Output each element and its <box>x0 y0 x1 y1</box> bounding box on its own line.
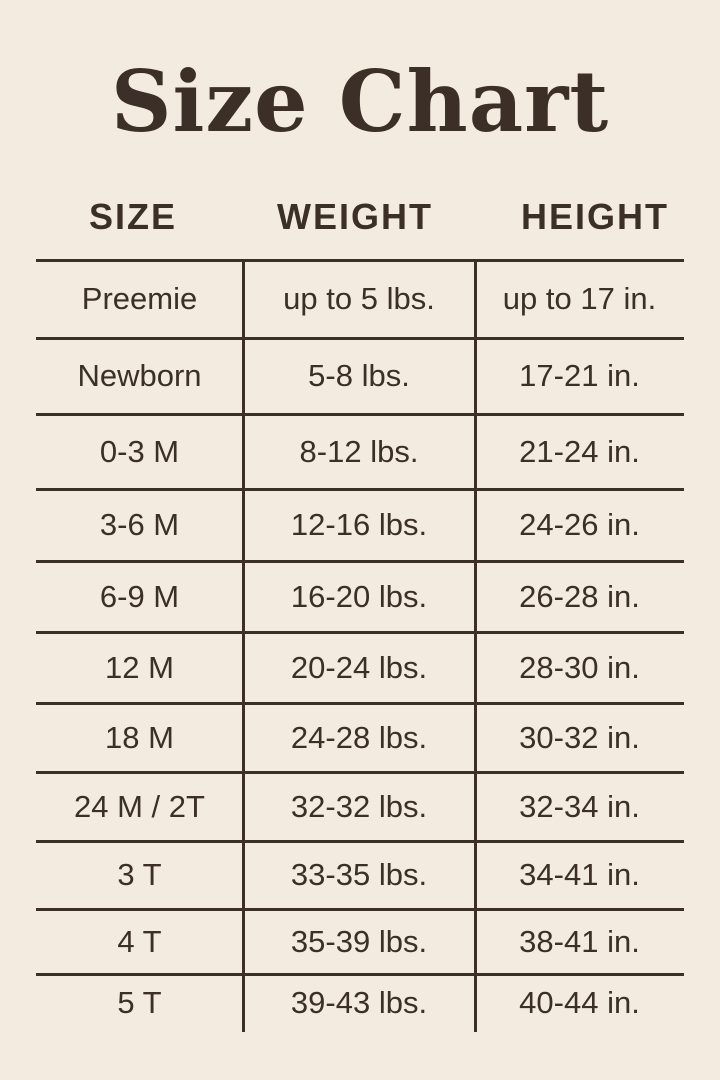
column-header-weight: WEIGHT <box>277 196 433 237</box>
cell-size: 5 T <box>117 985 162 1020</box>
page-title: Size Chart <box>110 52 610 151</box>
row-divider <box>36 413 684 416</box>
row-divider <box>36 488 684 491</box>
cell-height: 40-44 in. <box>519 985 640 1020</box>
cell-size: 24 M / 2T <box>74 788 205 824</box>
row-divider <box>36 973 684 976</box>
row-divider <box>36 259 684 262</box>
cell-weight: 33-35 lbs. <box>290 857 428 892</box>
cell-height: 38-41 in. <box>519 923 640 959</box>
cell-weight: 39-43 lbs. <box>290 985 428 1020</box>
row-divider <box>36 840 684 843</box>
cell-height: 30-32 in. <box>519 719 640 755</box>
row-divider <box>36 560 684 563</box>
cell-size: 4 T <box>117 923 162 959</box>
cell-height: 28-30 in. <box>519 649 640 685</box>
cell-height: 24-26 in. <box>519 507 640 542</box>
cell-size: 18 M <box>105 719 174 755</box>
cell-weight: 24-28 lbs. <box>290 719 428 755</box>
column-divider <box>474 260 477 1032</box>
cell-size: Newborn <box>77 358 202 393</box>
cell-height: 21-24 in. <box>519 433 640 469</box>
cell-height: 32-34 in. <box>519 788 640 824</box>
column-header-size: SIZE <box>88 196 177 237</box>
cell-height: up to 17 in. <box>502 281 657 316</box>
row-divider <box>36 337 684 340</box>
cell-size: Preemie <box>81 281 198 316</box>
row-divider <box>36 702 684 705</box>
cell-weight: 32-32 lbs. <box>290 788 428 824</box>
cell-size: 3-6 M <box>99 507 180 542</box>
cell-weight: up to 5 lbs. <box>283 281 435 316</box>
column-header-height: HEIGHT <box>520 196 669 237</box>
column-divider <box>242 260 245 1032</box>
cell-height: 17-21 in. <box>519 358 640 393</box>
cell-size: 12 M <box>105 649 174 685</box>
row-divider <box>36 771 684 774</box>
cell-weight: 20-24 lbs. <box>290 649 428 685</box>
cell-weight: 12-16 lbs. <box>290 507 428 542</box>
cell-size: 3 T <box>117 857 162 892</box>
cell-size: 6-9 M <box>99 578 180 614</box>
cell-weight: 5-8 lbs. <box>308 358 410 393</box>
cell-height: 26-28 in. <box>519 578 640 614</box>
cell-weight: 35-39 lbs. <box>290 923 428 959</box>
cell-weight: 16-20 lbs. <box>290 578 428 614</box>
row-divider <box>36 631 684 634</box>
row-divider <box>36 908 684 911</box>
cell-weight: 8-12 lbs. <box>299 433 419 469</box>
cell-height: 34-41 in. <box>519 857 640 892</box>
cell-size: 0-3 M <box>99 433 180 469</box>
